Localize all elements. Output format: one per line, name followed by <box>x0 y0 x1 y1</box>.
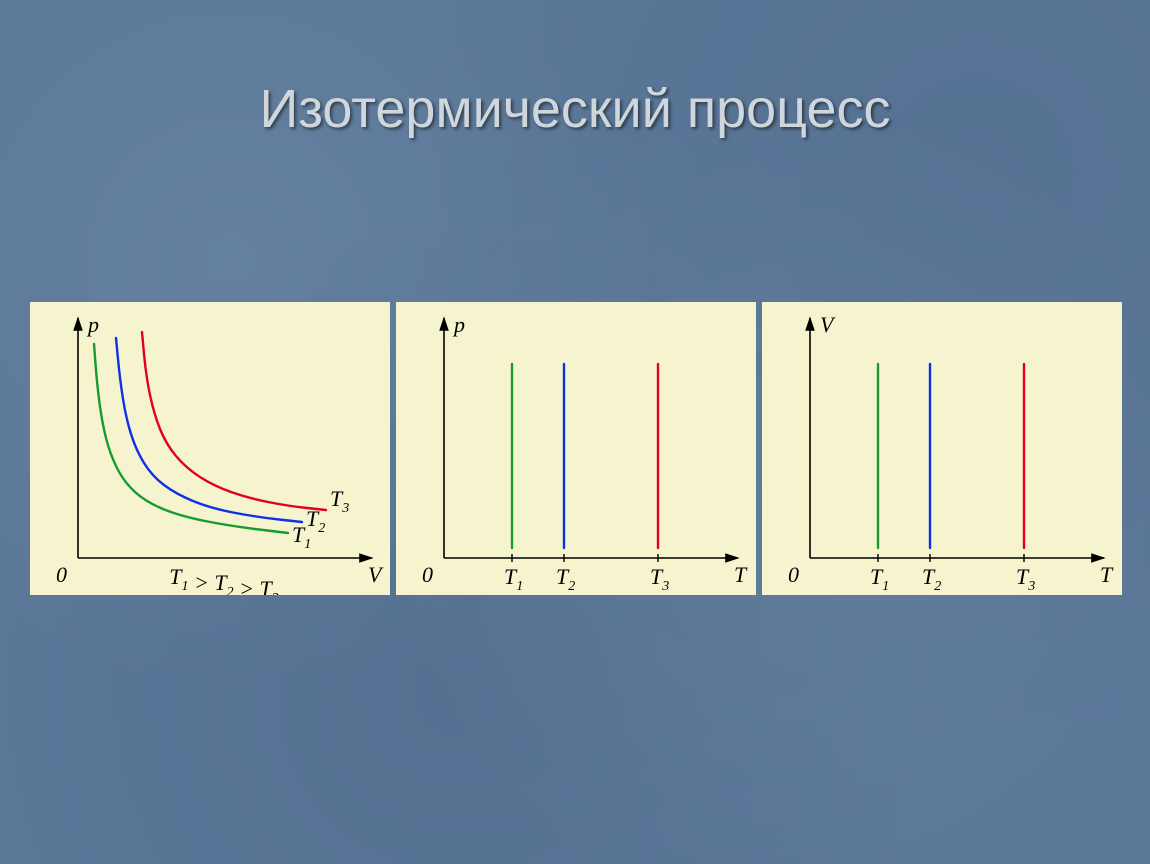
svg-text:T: T <box>734 562 748 587</box>
svg-text:0: 0 <box>422 562 433 587</box>
chart-vt: V T 0 T1 T2 T3 <box>762 302 1122 595</box>
svg-text:T: T <box>1100 562 1114 587</box>
svg-text:0: 0 <box>56 562 67 587</box>
svg-text:T2: T2 <box>556 564 575 594</box>
svg-text:T1: T1 <box>504 564 523 594</box>
svg-text:V: V <box>368 562 384 587</box>
svg-text:T2: T2 <box>922 564 941 594</box>
slide: Изотермический процесс p V 0 T1 T2 T3 T1 > T2 … <box>0 0 1150 864</box>
chart-row: p V 0 T1 T2 T3 T1 > T2 > T3 p T 0 T1 T2 T3 V T 0 T1 T2 T… <box>30 302 1122 595</box>
svg-text:p: p <box>452 312 465 337</box>
svg-text:p: p <box>86 312 99 337</box>
svg-text:V: V <box>820 312 836 337</box>
svg-text:T1: T1 <box>870 564 889 594</box>
slide-title: Изотермический процесс <box>0 78 1150 140</box>
chart-pt: p T 0 T1 T2 T3 <box>396 302 756 595</box>
svg-text:T3: T3 <box>1016 564 1035 594</box>
svg-text:T1 > T2 > T3: T1 > T2 > T3 <box>169 564 278 595</box>
svg-text:T3: T3 <box>650 564 669 594</box>
chart-pv: pV0T1T2T3T1 > T2 > T3 <box>30 302 390 595</box>
svg-text:0: 0 <box>788 562 799 587</box>
svg-text:T3: T3 <box>330 486 349 516</box>
